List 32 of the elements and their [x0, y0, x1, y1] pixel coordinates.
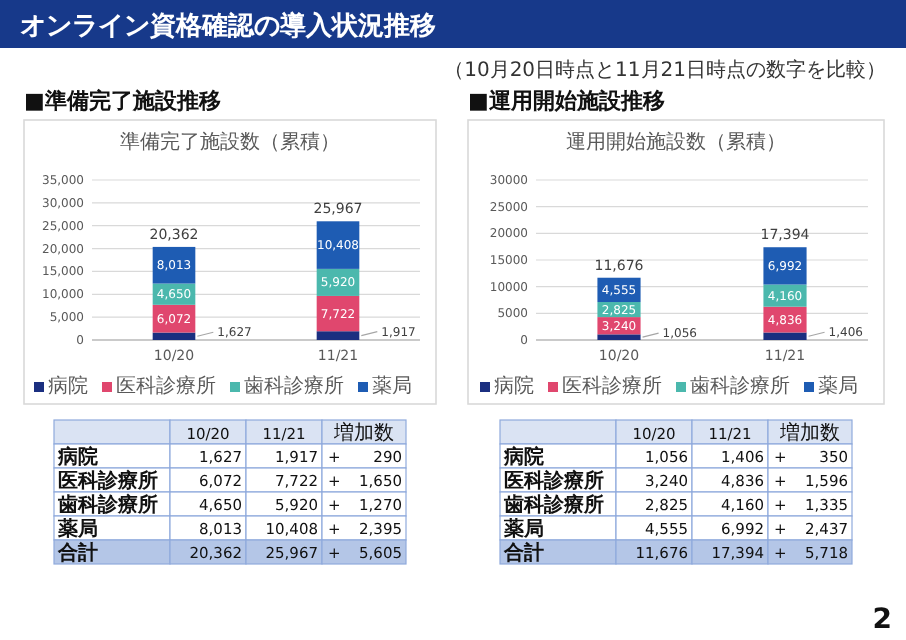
text: 2	[872, 604, 892, 636]
legend-label: 医科診療所	[562, 374, 662, 398]
text: 増加数	[778, 421, 840, 445]
text: 薬局	[504, 519, 544, 541]
legend-label: 歯科診療所	[690, 374, 790, 398]
text: 合計	[502, 541, 544, 565]
text: 増加数	[332, 421, 394, 445]
text: 合計	[56, 541, 98, 565]
text: 歯科診療所	[58, 495, 158, 517]
text: ■準備完了施設推移	[24, 88, 221, 114]
text: 医科診療所	[58, 471, 158, 493]
legend-label: 医科診療所	[116, 374, 216, 398]
bar	[316, 331, 360, 340]
legend-label: 歯科診療所	[244, 374, 344, 398]
legend-label: 薬局	[372, 374, 412, 398]
text: （10月20日時点と11月21日時点の数字を比較）	[444, 58, 886, 82]
text: ■運用開始施設推移	[468, 88, 665, 114]
text: 歯科診療所	[504, 495, 604, 517]
bar	[763, 332, 807, 340]
bar	[763, 247, 807, 285]
bar	[152, 332, 196, 340]
text: 病院	[504, 447, 544, 469]
legend-label: 病院	[494, 374, 534, 398]
bar	[597, 334, 641, 340]
text: 薬局	[58, 519, 98, 541]
text: オンライン資格確認の導入状況推移	[20, 10, 436, 42]
legend-label: 薬局	[818, 374, 858, 398]
text: 病院	[58, 447, 98, 469]
chart-title: 運用開始施設数（累積）	[566, 130, 786, 154]
chart-title: 準備完了施設数（累積）	[120, 130, 340, 154]
text: 医科診療所	[504, 471, 604, 493]
legend-label: 病院	[48, 374, 88, 398]
